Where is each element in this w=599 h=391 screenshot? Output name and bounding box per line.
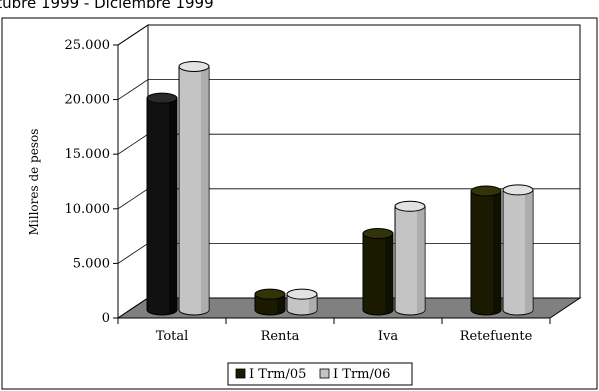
header-fragment: ctubre 1999 - Diciembre 1999 — [0, 0, 214, 12]
bar-total-series-1-shade — [169, 98, 177, 314]
bar-iva-series-2-top — [394, 200, 426, 212]
gridline-side — [117, 24, 149, 46]
bar-renta-series-2 — [286, 288, 318, 316]
axes: 0 5.000 10.000 15.000 20.000 25.000 Total Renta… — [65, 38, 551, 344]
gridline-side — [117, 133, 149, 155]
y-axis-label: Millores de pesos — [27, 129, 41, 236]
gridline-side — [117, 79, 149, 100]
legend: I Trm/05 I Trm/06 — [227, 362, 413, 386]
bar-iva-series-2-shade — [417, 206, 425, 314]
bar-retefuente-series-2-shade — [525, 189, 533, 314]
bar-total-series-1 — [146, 92, 178, 316]
bar-iva-series-1-shade — [385, 233, 393, 314]
bar-renta-series-1 — [254, 288, 286, 316]
bar-renta-series-1-top — [254, 288, 286, 300]
bar-iva-series-2 — [394, 200, 426, 316]
y-tick-label: 5.000 — [73, 256, 110, 271]
y-tick-label: 15.000 — [65, 147, 111, 162]
bar-total-series-2 — [178, 60, 210, 316]
bar-renta-series-1-shade — [277, 294, 285, 314]
x-tick-label: Renta — [261, 329, 300, 344]
legend-swatch-series-1 — [235, 368, 246, 379]
legend-swatch-series-2 — [319, 368, 330, 379]
bar-total-series-1-top — [146, 92, 178, 104]
bar-retefuente-series-1-shade — [493, 190, 501, 314]
bar-retefuente-series-1 — [470, 185, 502, 316]
bar-total-series-2-top — [178, 60, 210, 72]
bar-total-series-2-shade — [201, 66, 209, 314]
gridline-side — [117, 243, 149, 264]
chart-border — [1, 17, 598, 390]
bar-retefuente-series-2-top — [502, 184, 534, 196]
x-tick-label: Total — [156, 329, 189, 344]
legend-label-series-1: I Trm/05 — [249, 367, 306, 382]
bar-renta-series-2-shade — [309, 294, 317, 314]
side-wall — [117, 24, 149, 319]
bar-renta-series-2-top — [286, 288, 318, 300]
y-tick-label: 20.000 — [65, 93, 111, 108]
bars — [146, 60, 534, 316]
bar-iva-series-1 — [362, 228, 394, 316]
bar-iva-series-1-top — [362, 228, 394, 240]
y-tick-label: 0 — [102, 311, 110, 326]
x-tick-label: Retefuente — [460, 329, 533, 344]
x-tick-label: Iva — [378, 329, 398, 344]
gridline-side — [117, 188, 149, 210]
y-tick-label: 25.000 — [65, 38, 111, 53]
plot-area — [116, 24, 582, 319]
y-tick-label: 10.000 — [65, 202, 111, 217]
bar-retefuente-series-2 — [502, 184, 534, 316]
bar-retefuente-series-1-top — [470, 185, 502, 197]
legend-label-series-2: I Trm/06 — [333, 367, 390, 382]
